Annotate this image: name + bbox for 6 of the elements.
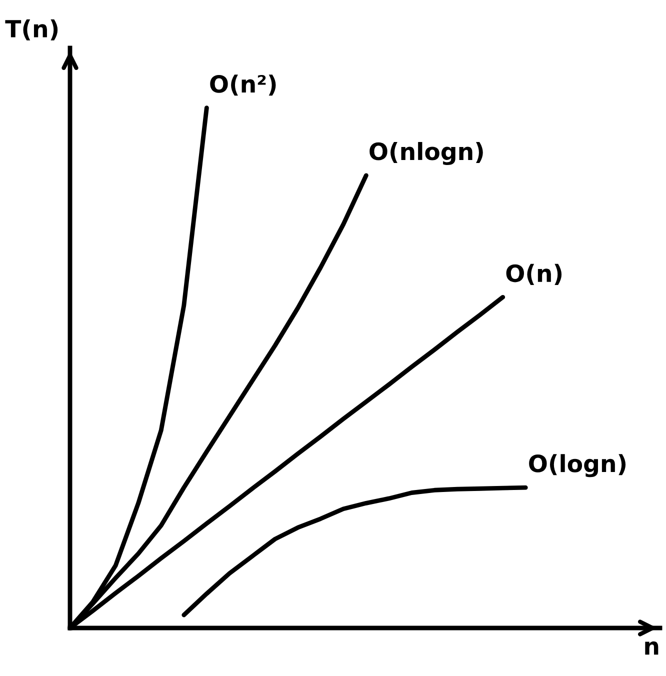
y-axis-title: T(n) <box>5 19 58 40</box>
series-label: O(logn) <box>529 454 626 478</box>
series-label: O(n²) <box>210 74 276 96</box>
series-label: O(n) <box>506 264 562 285</box>
series-label: O(nlogn) <box>370 142 483 166</box>
x-axis-title: n <box>645 641 658 655</box>
